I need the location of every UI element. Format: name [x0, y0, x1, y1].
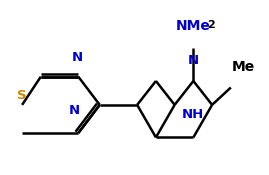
- Text: S: S: [17, 89, 26, 102]
- Text: NH: NH: [182, 108, 204, 121]
- Text: N: N: [187, 54, 199, 67]
- Text: N: N: [72, 51, 83, 64]
- Text: 2: 2: [207, 20, 214, 30]
- Text: NMe: NMe: [176, 19, 211, 33]
- Text: N: N: [69, 104, 80, 117]
- Text: Me: Me: [231, 60, 255, 74]
